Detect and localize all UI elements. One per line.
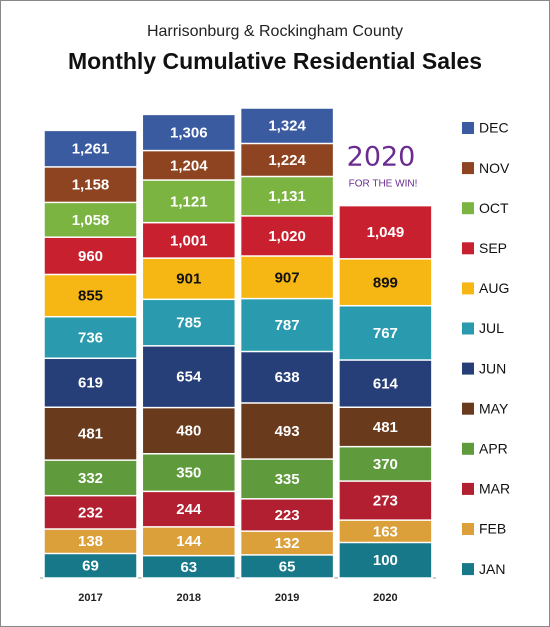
value-label: 493 [275,423,300,440]
value-label: 100 [373,552,398,569]
value-label: 1,306 [170,124,208,141]
legend-label: MAY [479,400,509,416]
value-label: 223 [275,507,300,524]
legend-swatch [462,362,474,375]
value-label: 899 [373,274,398,291]
value-label: 1,049 [367,224,405,241]
bar [239,554,335,579]
legend-label: JUL [479,320,504,336]
value-label: 481 [373,419,398,436]
value-label: 163 [373,523,398,540]
value-label: 335 [275,471,300,488]
value-label: 1,224 [268,152,306,169]
value-label: 619 [78,375,103,392]
value-label: 132 [275,535,300,552]
annotation: FOR THE WIN! [349,179,418,190]
x-tick-label: 2020 [373,592,397,604]
annotation: 2020 [347,142,416,173]
legend-swatch [462,322,474,335]
value-label: 855 [78,288,103,305]
value-label: 350 [176,465,201,482]
value-label: 69 [82,558,99,575]
value-label: 232 [78,504,103,521]
value-label: 638 [275,369,300,386]
x-tick-label: 2018 [177,592,201,604]
legend-swatch [462,162,474,175]
value-label: 1,324 [268,118,306,135]
legend-swatch [462,442,474,455]
bar [338,541,433,579]
value-label: 907 [275,269,300,286]
value-label: 767 [373,325,398,342]
legend-label: FEB [479,521,506,537]
value-label: 1,261 [72,141,110,158]
value-label: 244 [176,501,202,518]
bar [43,552,138,579]
legend-label: DEC [479,120,509,136]
value-label: 65 [279,558,296,575]
value-label: 1,121 [170,193,208,210]
chart-title: Monthly Cumulative Residential Sales [68,48,482,74]
value-label: 785 [176,315,201,332]
value-label: 1,001 [170,232,208,249]
x-tick-label: 2017 [78,592,102,604]
value-label: 787 [275,317,300,334]
legend-label: APR [479,441,508,457]
legend-swatch [462,122,474,134]
legend-label: JAN [479,561,505,577]
chart-subtitle: Harrisonburg & Rockingham County [147,23,403,40]
x-tick-label: 2019 [275,592,299,604]
legend-swatch [462,282,474,295]
value-label: 332 [78,470,103,487]
value-label: 960 [78,248,103,265]
legend-swatch [462,202,474,215]
value-label: 273 [373,493,398,510]
legend-swatch [462,563,474,576]
value-label: 1,131 [268,188,306,205]
value-label: 614 [373,376,399,393]
value-label: 654 [176,369,202,386]
legend-label: MAR [479,481,510,497]
legend-swatch [462,402,474,415]
value-label: 901 [176,271,201,288]
legend-label: OCT [479,200,509,216]
legend-swatch [462,523,474,535]
value-label: 1,020 [268,228,306,245]
value-label: 1,204 [170,157,208,174]
value-label: 480 [176,423,201,440]
value-label: 138 [78,533,103,550]
value-label: 370 [373,456,398,473]
legend-label: NOV [479,160,510,176]
value-label: 481 [78,426,103,443]
legend-swatch [462,242,474,255]
bar [141,554,237,579]
value-label: 144 [176,533,202,550]
value-label: 1,158 [72,177,110,194]
legend-swatch [462,482,474,495]
value-label: 1,058 [72,212,110,229]
legend-label: SEP [479,240,507,256]
value-label: 736 [78,329,103,346]
value-label: 63 [180,559,197,576]
legend-label: JUN [479,360,506,376]
legend-label: AUG [479,280,509,296]
